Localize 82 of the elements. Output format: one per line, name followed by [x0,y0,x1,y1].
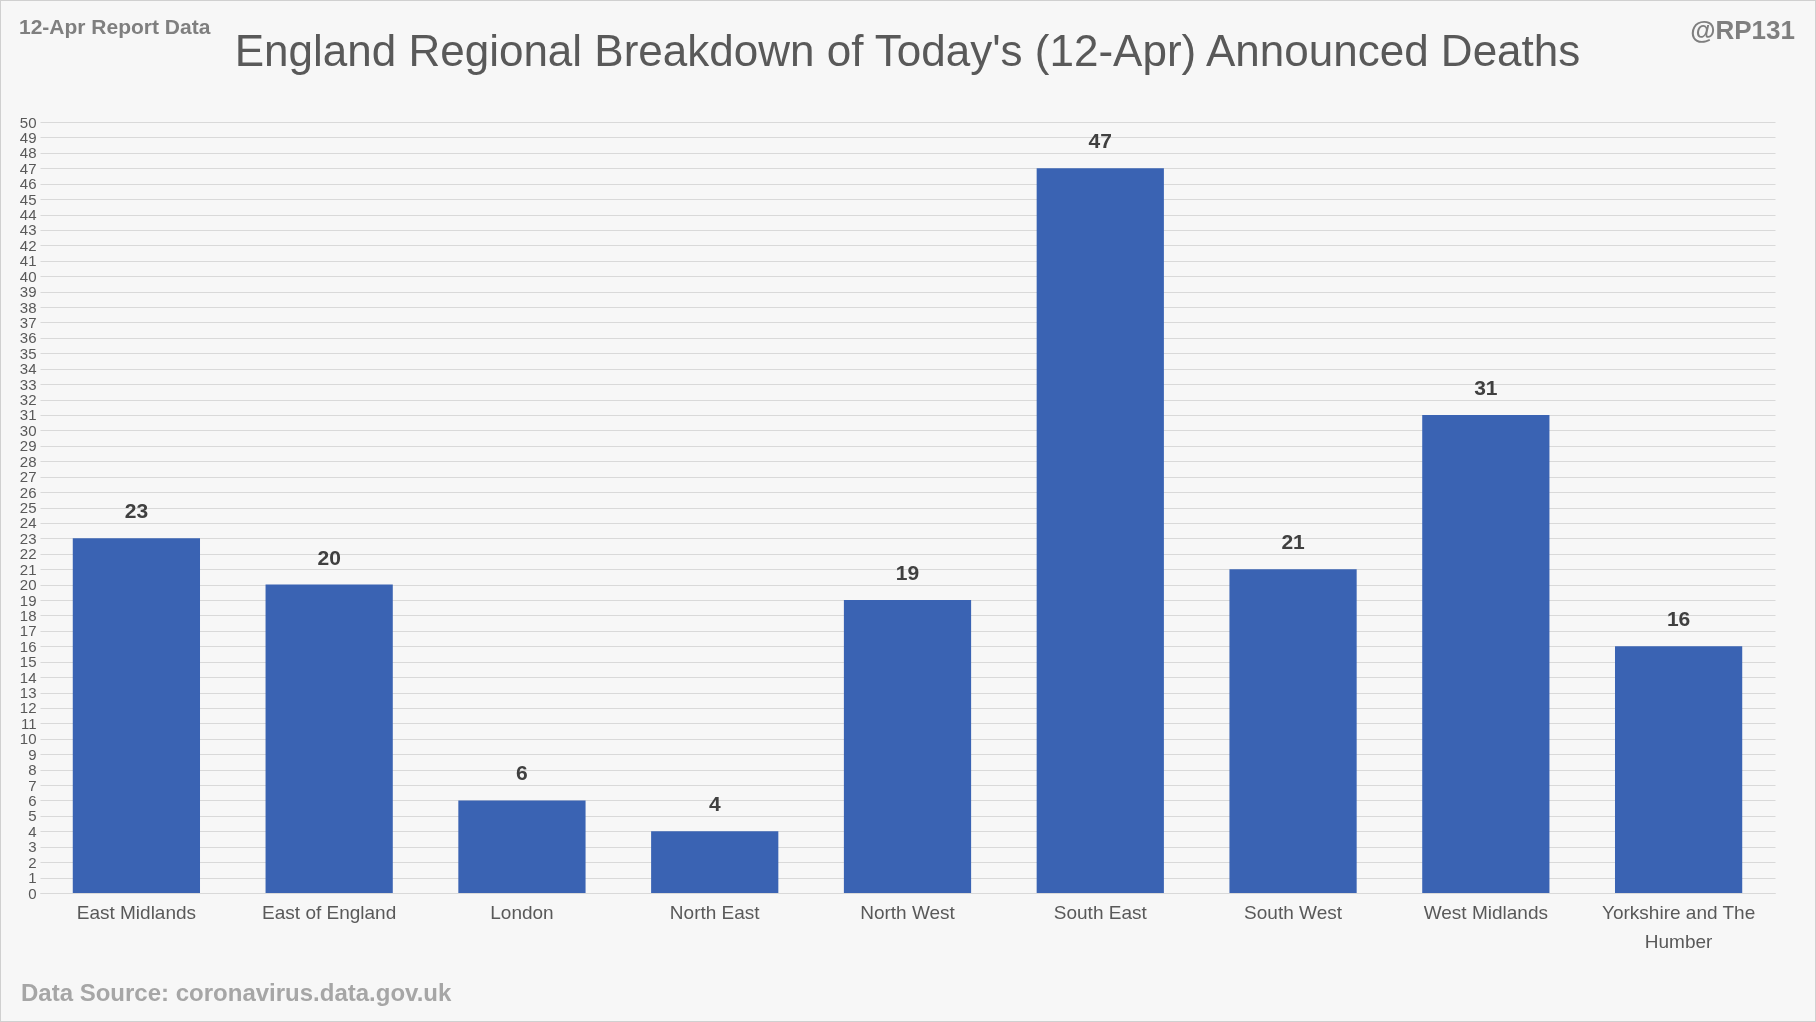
y-tick-label: 3 [28,838,37,856]
y-tick-label: 7 [28,776,37,794]
y-tick-label: 6 [28,791,37,809]
data-label: 47 [1088,129,1112,153]
text: @RP131 [1690,15,1795,46]
y-tick-label: 23 [19,529,37,547]
y-tick-label: 15 [19,653,37,671]
y-tick-label: 33 [19,375,37,393]
y-tick-label: 14 [19,668,37,686]
y-tick-label: 26 [19,483,37,501]
y-tick-label: 36 [19,329,37,347]
data-label: 23 [124,499,149,523]
y-tick-label: 32 [19,391,37,409]
y-tick-label: 50 [19,113,37,131]
x-tick-label: London [490,901,554,923]
x-tick-label: East Midlands [76,901,197,923]
data-label: 20 [317,545,341,569]
bar [72,538,201,893]
y-tick-label: 35 [19,344,37,362]
y-tick-label: 13 [19,684,37,702]
y-tick-label: 22 [19,545,37,563]
bar [1422,414,1550,893]
y-tick-label: 38 [19,298,37,316]
source-note: Data Source: coronavirus.data.gov.uk [21,979,452,1007]
x-tick-label: North East [669,901,761,923]
y-tick-label: 27 [19,468,37,486]
y-tick-label: 0 [28,884,37,902]
y-tick-label: 49 [19,128,37,146]
data-label: 31 [1474,375,1498,399]
y-tick-label: 29 [19,437,37,455]
y-tick-label: 31 [19,406,37,424]
bar [1614,646,1743,893]
y-tick-label: 46 [19,175,37,193]
bar [458,800,586,893]
x-tick-label: West Midlands [1423,901,1548,923]
y-tick-label: 20 [19,576,37,594]
data-label: 21 [1281,530,1306,554]
y-tick-label: 1 [28,869,37,887]
data-label: 4 [708,792,721,816]
bar [1036,168,1164,893]
data-label: 16 [1666,607,1691,631]
x-tick-label: Yorkshire and The Humber [1602,901,1756,952]
x-tick-label: South East [1053,901,1148,923]
y-tick-label: 44 [19,206,37,224]
bar [265,584,393,893]
y-tick-label: 40 [19,267,37,285]
y-tick-label: 21 [19,560,37,578]
y-tick-label: 8 [28,761,37,779]
y-tick-label: 16 [19,637,37,655]
bar [843,600,972,893]
y-tick-label: 12 [19,699,37,717]
bar [651,831,779,893]
x-tick-label: East of England [262,901,397,923]
y-tick-label: 10 [19,730,37,748]
y-tick-label: 30 [19,421,37,439]
y-tick-label: 43 [19,221,37,239]
y-tick-label: 39 [19,283,37,301]
y-tick-label: 28 [19,452,37,470]
y-tick-label: 5 [28,807,37,825]
x-tick-label: South West [1244,901,1343,923]
bar [1229,569,1357,893]
y-tick-label: 41 [19,252,37,270]
y-tick-label: 18 [19,606,37,624]
y-tick-label: 4 [28,822,37,840]
data-label: 6 [516,761,528,785]
x-tick-label: North West [860,901,956,923]
y-tick-label: 24 [19,514,37,532]
y-tick-label: 9 [28,745,37,763]
text: 12-Apr Report Data [19,15,211,39]
data-label: 19 [895,561,920,585]
y-tick-label: 45 [19,190,37,208]
y-tick-label: 2 [28,853,37,871]
y-tick-label: 42 [19,236,37,254]
y-tick-label: 34 [19,360,37,378]
y-tick-label: 37 [19,313,37,331]
chart-title: England Regional Breakdown of Today's (12-Apr) Announced Deaths [234,26,1581,75]
y-tick-label: 17 [19,622,37,640]
y-tick-label: 19 [19,591,37,609]
y-tick-label: 11 [20,714,37,732]
y-tick-label: 47 [19,159,37,177]
y-tick-label: 25 [19,499,37,516]
y-tick-label: 48 [19,144,37,162]
